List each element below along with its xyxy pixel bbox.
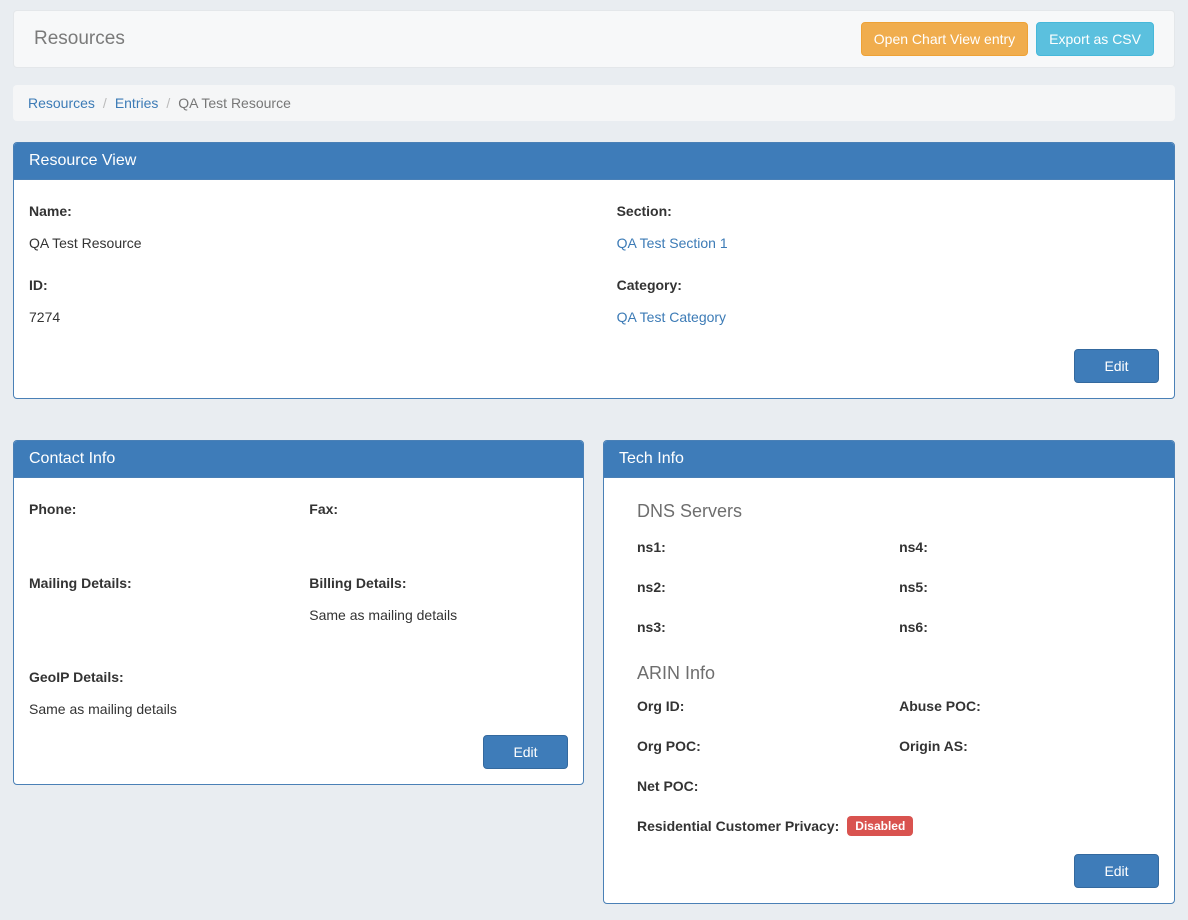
contact-info-edit-button[interactable]: Edit	[483, 735, 568, 769]
breadcrumb-separator: /	[102, 95, 107, 111]
page-container: Resources Open Chart View entry Export a…	[0, 10, 1188, 904]
panel-contact-info: Contact Info Phone: Mailing Details: Fax…	[13, 440, 584, 785]
net-poc-label: Net POC:	[637, 778, 699, 794]
category-link[interactable]: QA Test Category	[616, 309, 727, 325]
resource-view-panel-title: Resource View	[14, 143, 1174, 180]
ns5-label: ns5:	[899, 579, 928, 595]
arin-info-heading: ARIN Info	[637, 663, 716, 683]
dns-servers-heading: DNS Servers	[637, 501, 743, 521]
export-csv-button[interactable]: Export as CSV	[1036, 22, 1154, 56]
tech-info-panel-title: Tech Info	[604, 441, 1174, 478]
org-id-label: Org ID:	[637, 698, 685, 714]
geoip-details-label: GeoIP Details:	[29, 669, 124, 685]
title-bar: Resources Open Chart View entry Export a…	[13, 10, 1175, 68]
billing-details-label: Billing Details:	[309, 575, 407, 591]
contact-info-panel-title: Contact Info	[14, 441, 583, 478]
open-chart-view-button[interactable]: Open Chart View entry	[860, 22, 1029, 56]
contact-info-panel-body: Phone: Mailing Details: Fax: Billing Det…	[14, 478, 583, 784]
ns6-label: ns6:	[899, 619, 928, 635]
billing-details-value: Same as mailing details	[309, 607, 458, 623]
mailing-details-value	[29, 605, 309, 625]
panel-tech-info: Tech Info DNS Servers ns1: ns2: ns3: ns4…	[603, 440, 1175, 904]
breadcrumb-link-resources[interactable]: Resources	[28, 95, 95, 111]
name-label: Name:	[29, 203, 72, 219]
phone-label: Phone:	[29, 501, 77, 517]
privacy-status-badge: Disabled	[847, 816, 914, 836]
id-value: 7274	[29, 309, 61, 325]
origin-as-label: Origin AS:	[899, 738, 968, 754]
resource-view-edit-button[interactable]: Edit	[1074, 349, 1159, 383]
breadcrumb-link-entries[interactable]: Entries	[114, 95, 159, 111]
org-poc-label: Org POC:	[637, 738, 701, 754]
ns2-label: ns2:	[637, 579, 666, 595]
mailing-details-label: Mailing Details:	[29, 575, 132, 591]
fax-value	[309, 531, 568, 551]
page-title: Resources	[34, 28, 125, 49]
tech-info-panel-body: DNS Servers ns1: ns2: ns3: ns4: ns5: ns6…	[604, 478, 1174, 903]
ns4-label: ns4:	[899, 539, 928, 555]
id-label: ID:	[29, 277, 48, 293]
panel-resource-view: Resource View Name: QA Test Resource ID:…	[13, 142, 1175, 399]
geoip-details-value: Same as mailing details	[29, 701, 177, 717]
ns3-label: ns3:	[637, 619, 666, 635]
breadcrumb: Resources / Entries / QA Test Resource	[13, 85, 1175, 121]
name-value: QA Test Resource	[29, 235, 142, 251]
breadcrumb-current: QA Test Resource	[178, 95, 291, 111]
ns1-label: ns1:	[637, 539, 666, 555]
section-link[interactable]: QA Test Section 1	[616, 235, 728, 251]
residential-customer-privacy-label: Residential Customer Privacy:	[637, 818, 840, 834]
phone-value	[29, 531, 309, 551]
resource-view-panel-body: Name: QA Test Resource ID: 7274 Section:…	[14, 180, 1174, 398]
abuse-poc-label: Abuse POC:	[899, 698, 981, 714]
tech-info-edit-button[interactable]: Edit	[1074, 854, 1159, 888]
section-label: Section:	[616, 203, 672, 219]
fax-label: Fax:	[309, 501, 339, 517]
breadcrumb-separator: /	[166, 95, 171, 111]
category-label: Category:	[616, 277, 682, 293]
